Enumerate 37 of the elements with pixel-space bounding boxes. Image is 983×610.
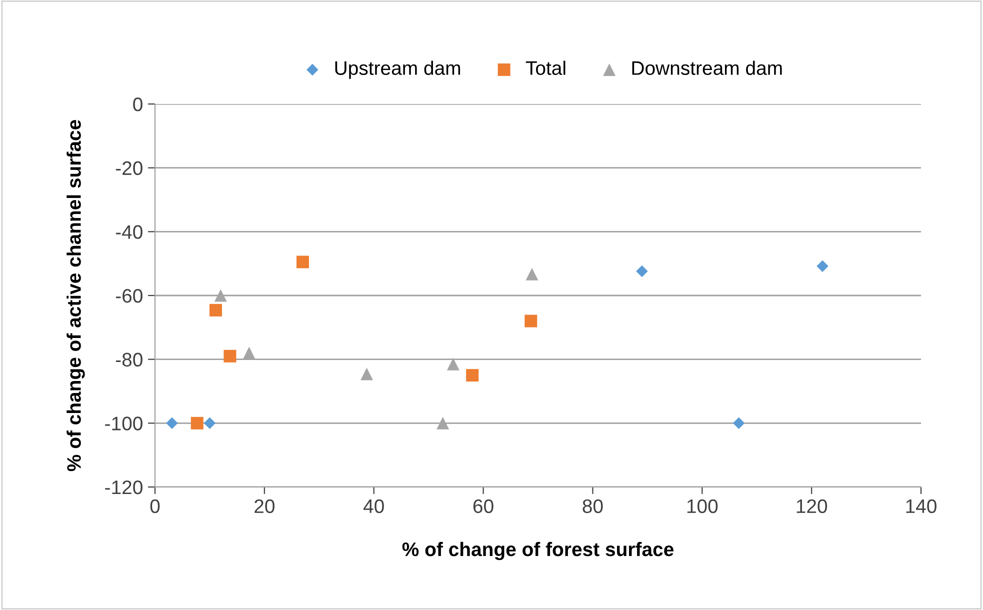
x-tick-label: 120 [796, 499, 828, 514]
legend-label: Total [526, 60, 566, 75]
point [524, 314, 538, 328]
point [636, 265, 648, 278]
y-tick-label: -120 [105, 480, 142, 494]
point [214, 289, 227, 302]
y-tick-label: -40 [116, 225, 142, 239]
point [242, 346, 256, 360]
legend-label: Upstream dam [335, 60, 460, 79]
x-tick-label: 20 [254, 499, 274, 514]
y-tick-label: -20 [116, 161, 142, 176]
x-tick-label: 140 [906, 499, 936, 514]
point [224, 350, 236, 362]
point [732, 417, 745, 430]
x-tick-label: 0 [150, 499, 160, 514]
y-tick-label: 0 [133, 97, 142, 112]
x-tick-label: 100 [687, 499, 718, 514]
legend-label: Downstream dam [632, 60, 782, 75]
point [526, 268, 538, 280]
point [209, 304, 222, 316]
point [436, 416, 450, 430]
point [816, 260, 828, 272]
point [296, 256, 309, 268]
y-tick-label: -100 [105, 416, 142, 430]
point [446, 358, 460, 370]
point [360, 368, 373, 380]
x-tick-label: 60 [473, 499, 494, 514]
point [204, 417, 216, 430]
point [166, 417, 178, 430]
x-tick-label: 80 [582, 499, 603, 514]
y-tick-label: -60 [116, 288, 142, 303]
point [466, 369, 479, 382]
y-axis-title: % of change of active channel surface [66, 120, 85, 472]
x-tick-label: 40 [363, 499, 384, 514]
y-tick-label: -80 [116, 352, 142, 367]
point [190, 416, 204, 430]
x-axis-title: % of change of forest surface [402, 542, 674, 560]
